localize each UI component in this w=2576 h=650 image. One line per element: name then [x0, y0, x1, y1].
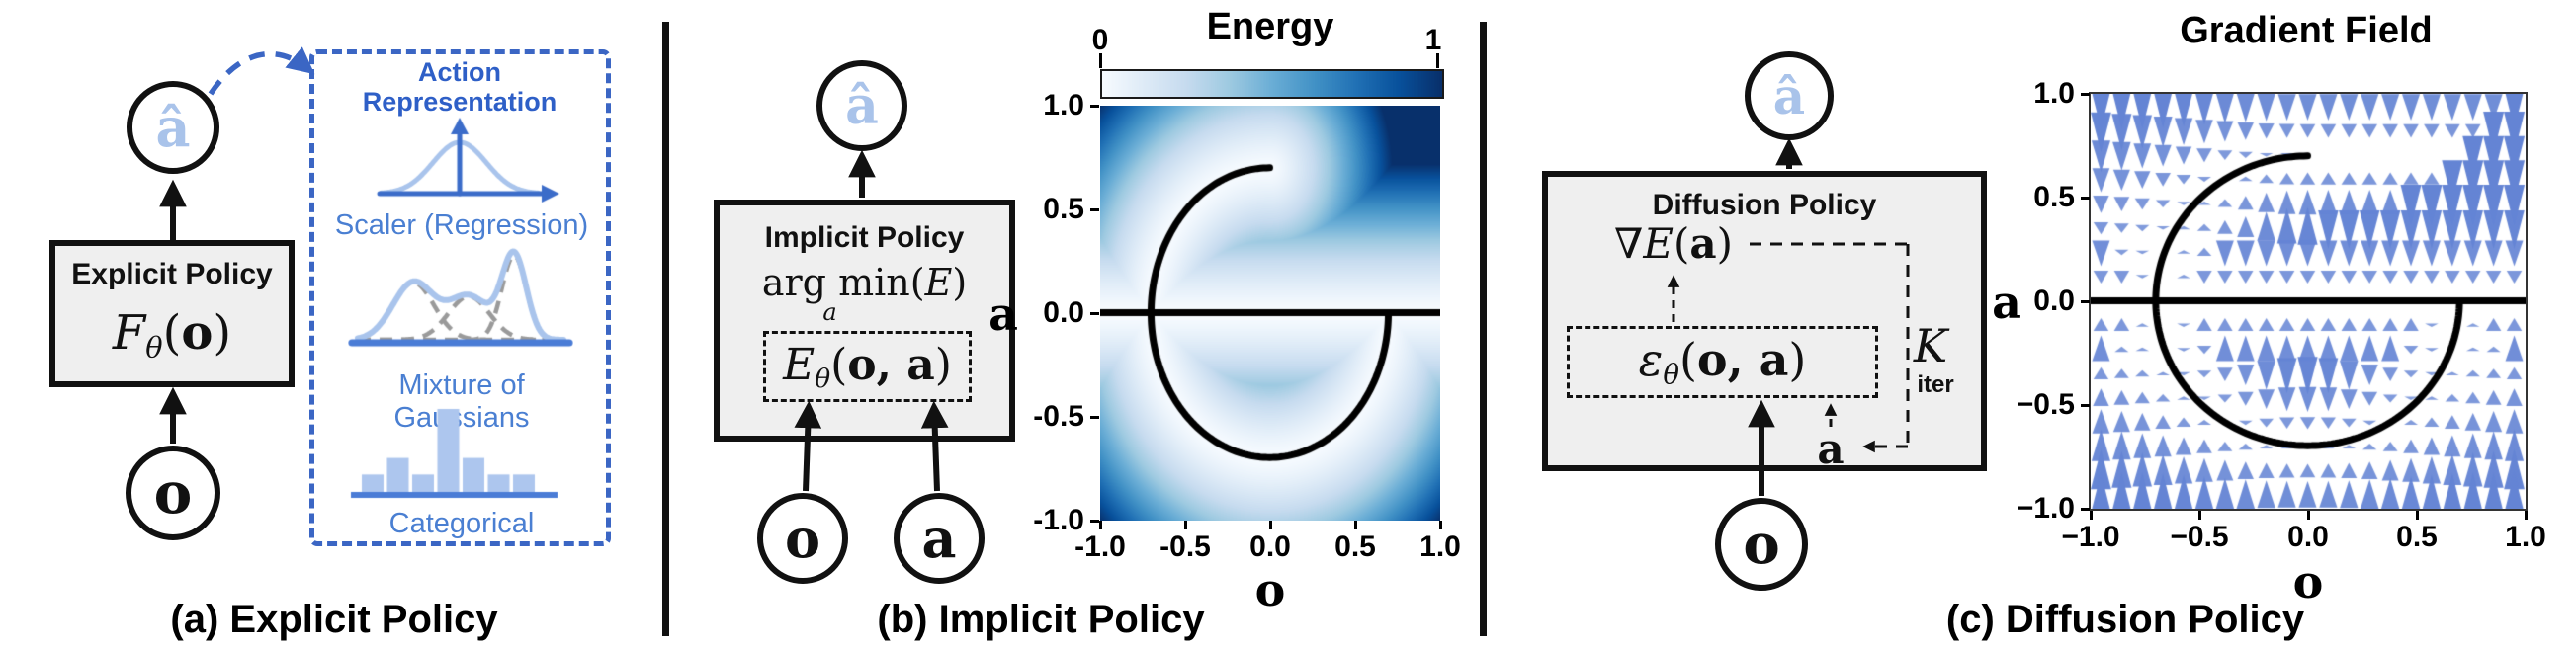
energy-heatmap-canvas — [1100, 106, 1440, 521]
colorbar-tick-left — [1099, 53, 1102, 68]
energy-y-tick: 0.0 — [1043, 296, 1084, 329]
obs-label: o — [784, 507, 821, 570]
energy-plot-title: Energy — [1206, 6, 1334, 47]
gradient-y-tick: −1.0 — [2016, 492, 2075, 525]
energy-function-box: Eθ(o, a) — [763, 331, 972, 402]
action-label: a — [921, 507, 957, 570]
explicit-policy-math: Fθ(o) — [112, 305, 232, 365]
argmin-subscript: a — [822, 298, 837, 326]
action-representation-box — [309, 49, 611, 546]
node-obs-c: o — [1715, 498, 1808, 591]
caption-b: (b) Implicit Policy — [877, 598, 1205, 641]
obs-label: o — [153, 459, 193, 527]
argmin-math: arg min(E) a — [720, 261, 1009, 326]
tick-mark — [1090, 105, 1099, 108]
gradient-field-canvas — [2089, 92, 2528, 511]
k-iterations-symbol: K — [1913, 319, 1948, 372]
energy-ylabel: a — [988, 287, 1018, 341]
tick-mark — [2197, 511, 2201, 520]
gradient-xlabel: o — [2292, 555, 2324, 609]
tick-mark — [2081, 404, 2090, 407]
energy-colorbar — [1100, 69, 1444, 99]
energy-x-tick: 1.0 — [1419, 530, 1461, 563]
energy-xlabel: o — [1254, 563, 1286, 616]
energy-x-tick: -1.0 — [1074, 530, 1126, 563]
panel-separator-ab — [662, 22, 669, 636]
node-a-hat-a: â — [127, 81, 219, 174]
explicit-policy-title: Explicit Policy — [71, 258, 273, 290]
gradient-math: ∇E(a) — [1614, 219, 1733, 268]
scaler-label: Scaler (Regression) — [334, 209, 589, 241]
implicit-policy-title: Implicit Policy — [764, 221, 965, 254]
gradient-y-tick: 1.0 — [2033, 77, 2075, 110]
categorical-chart — [348, 403, 569, 500]
gradient-y-tick: 0.5 — [2033, 181, 2075, 213]
gradient-x-tick: 0.0 — [2287, 521, 2329, 553]
tick-mark — [1183, 521, 1187, 529]
diffusion-policy-title: Diffusion Policy — [1652, 189, 1877, 221]
action-representation-title: Action Representation — [362, 57, 558, 117]
tick-mark — [1268, 521, 1272, 529]
a-hat-label: â — [155, 96, 191, 159]
tick-mark — [2089, 511, 2093, 520]
colorbar-min-label: 0 — [1091, 24, 1109, 56]
arrow-ahat-to-action-representation — [208, 46, 315, 96]
tick-mark — [1090, 416, 1099, 419]
node-action-b: a — [894, 493, 985, 584]
gradient-field-title: Gradient Field — [2180, 10, 2433, 51]
caption-c: (c) Diffusion Policy — [1945, 598, 2305, 641]
tick-mark — [2306, 511, 2310, 520]
node-obs-a: o — [126, 446, 220, 540]
energy-x-tick: -0.5 — [1159, 530, 1211, 563]
k-iterations-label: iter — [1917, 371, 1954, 398]
energy-x-tick: 0.5 — [1334, 530, 1376, 563]
tick-mark — [2081, 300, 2090, 303]
colorbar-max-label: 1 — [1424, 24, 1442, 56]
colorbar-tick-right — [1436, 53, 1439, 68]
caption-a: (a) Explicit Policy — [170, 598, 498, 641]
energy-y-tick: 1.0 — [1043, 89, 1084, 122]
noise-predictor-math: εθ(o, a) — [1638, 333, 1807, 391]
tick-mark — [1098, 521, 1102, 529]
noise-predictor-box: εθ(o, a) — [1567, 326, 1878, 398]
tick-mark — [1438, 521, 1442, 529]
node-a-hat-b: â — [816, 60, 907, 151]
gradient-x-tick: 1.0 — [2505, 521, 2546, 553]
energy-y-tick: -1.0 — [1033, 504, 1084, 536]
mixture-of-gaussians-chart — [348, 243, 573, 350]
tick-mark — [2081, 197, 2090, 200]
gradient-x-tick: −0.5 — [2170, 521, 2229, 553]
energy-y-tick: -0.5 — [1033, 400, 1084, 433]
node-a-hat-c: â — [1745, 51, 1834, 140]
gradient-x-tick: −1.0 — [2061, 521, 2120, 553]
obs-label: o — [1743, 512, 1780, 577]
categorical-label: Categorical — [388, 508, 535, 539]
a-hat-label: â — [1772, 66, 1806, 125]
scaler-regression-chart — [376, 117, 563, 207]
energy-y-tick: 0.5 — [1043, 193, 1084, 225]
gradient-y-tick: 0.0 — [2033, 284, 2075, 317]
action-feedback-node: a — [1817, 425, 1845, 473]
energy-x-tick: 0.0 — [1249, 530, 1291, 563]
gradient-x-tick: 0.5 — [2396, 521, 2438, 553]
energy-function-math: Eθ(o, a) — [783, 339, 952, 394]
explicit-policy-box: Explicit Policy Fθ(o) — [49, 240, 295, 387]
gradient-ylabel: a — [1992, 276, 2021, 329]
a-hat-label: â — [845, 75, 879, 136]
panel-separator-bc — [1480, 22, 1487, 636]
tick-mark — [2524, 511, 2528, 520]
tick-mark — [2081, 508, 2090, 511]
tick-mark — [2081, 93, 2090, 96]
tick-mark — [1090, 208, 1099, 211]
tick-mark — [1353, 521, 1357, 529]
gradient-y-tick: −0.5 — [2016, 388, 2075, 421]
node-obs-b: o — [757, 493, 848, 584]
tick-mark — [2415, 511, 2419, 520]
tick-mark — [1090, 520, 1099, 523]
tick-mark — [1090, 312, 1099, 315]
